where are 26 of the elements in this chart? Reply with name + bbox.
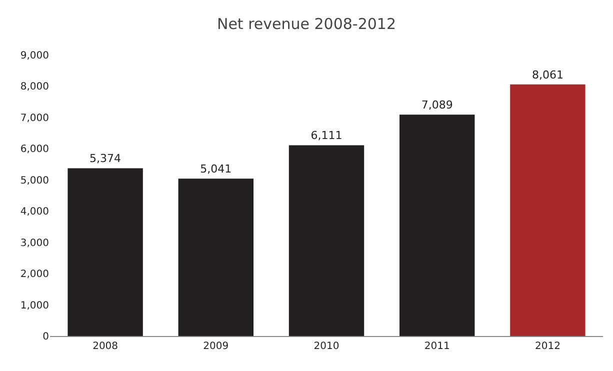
bar xyxy=(400,114,475,336)
y-tick-label: 4,000 xyxy=(20,206,49,218)
y-tick-label: 3,000 xyxy=(20,238,49,249)
x-tick-label: 2012 xyxy=(534,341,560,352)
y-tick-label: 2,000 xyxy=(20,269,49,280)
bar xyxy=(178,178,254,336)
data-label: 5,374 xyxy=(90,152,122,166)
bar xyxy=(68,168,143,336)
y-tick-label: 5,000 xyxy=(20,175,49,186)
y-tick-label: 0 xyxy=(42,332,49,342)
bar xyxy=(510,84,586,336)
bar xyxy=(288,145,364,336)
y-tick-label: 8,000 xyxy=(20,82,49,93)
data-label: 8,061 xyxy=(532,68,564,82)
y-tick-label: 6,000 xyxy=(20,144,49,156)
x-tick-label: 2008 xyxy=(92,341,118,352)
data-label: 7,089 xyxy=(421,98,453,112)
data-label: 5,041 xyxy=(200,162,232,176)
chart-title: Net revenue 2008-2012 xyxy=(216,15,396,34)
x-tick-label: 2009 xyxy=(203,341,229,352)
y-tick-label: 1,000 xyxy=(20,300,49,312)
x-tick-label: 2010 xyxy=(314,341,340,352)
y-tick-label: 9,000 xyxy=(20,50,49,62)
x-tick-label: 2011 xyxy=(424,341,450,352)
data-label: 6,111 xyxy=(310,129,342,142)
y-tick-label: 7,000 xyxy=(20,112,49,124)
